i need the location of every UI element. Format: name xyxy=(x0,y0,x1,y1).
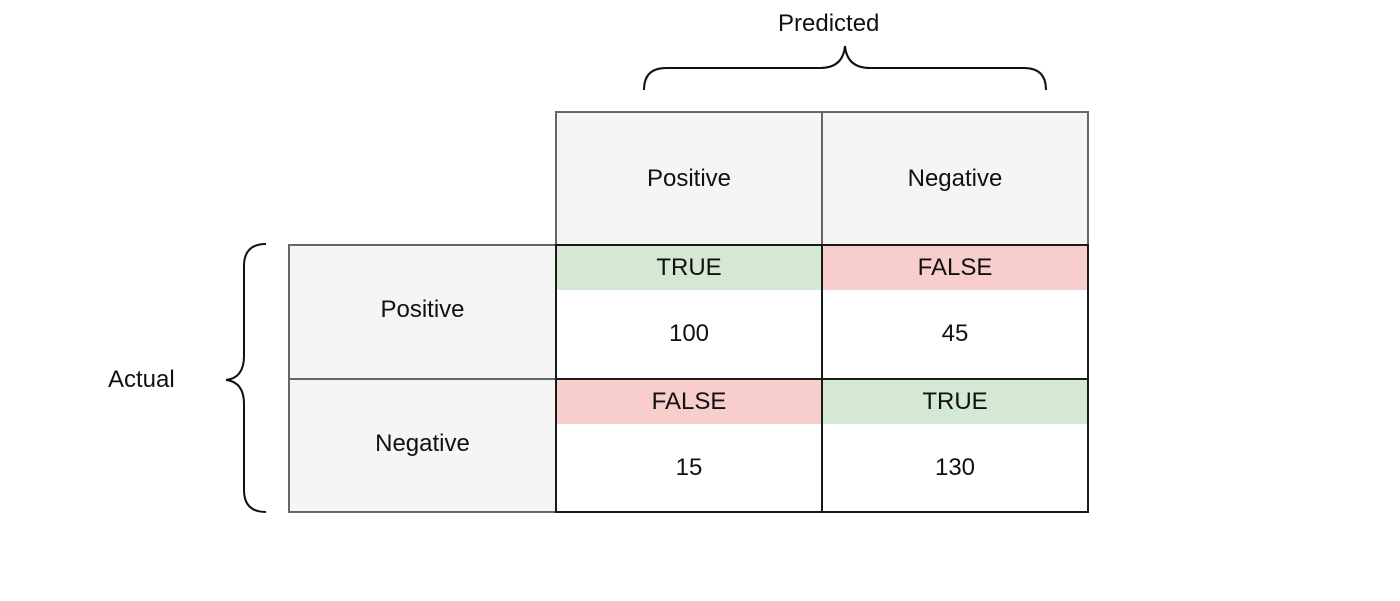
outcome-badge: TRUE xyxy=(823,380,1087,424)
column-header-negative: Negative xyxy=(821,111,1089,246)
column-header-positive: Positive xyxy=(555,111,823,246)
actual-brace xyxy=(225,243,267,513)
row-header-positive-label: Positive xyxy=(380,296,465,323)
cell-count: 15 xyxy=(675,453,703,481)
outcome-badge: FALSE xyxy=(557,380,821,424)
row-header-positive: Positive xyxy=(288,244,557,380)
cell-actual-negative-predicted-negative: TRUE 130 xyxy=(821,378,1089,513)
cell-count: 100 xyxy=(668,320,710,347)
cell-actual-positive-predicted-positive: TRUE 100 xyxy=(555,244,823,380)
predicted-brace xyxy=(643,45,1047,91)
row-header-negative-label: Negative xyxy=(375,429,470,457)
row-header-negative: Negative xyxy=(288,378,557,513)
predicted-axis-label: Predicted xyxy=(778,10,880,37)
actual-axis-label: Actual xyxy=(108,366,175,393)
cell-actual-positive-predicted-negative: FALSE 45 xyxy=(821,244,1089,380)
outcome-badge: FALSE xyxy=(823,246,1087,290)
outcome-badge: TRUE xyxy=(557,246,821,290)
cell-count: 45 xyxy=(941,320,969,347)
column-header-negative-label: Negative xyxy=(907,164,1003,192)
column-header-positive-label: Positive xyxy=(646,164,732,192)
cell-count: 130 xyxy=(934,453,976,481)
cell-actual-negative-predicted-positive: FALSE 15 xyxy=(555,378,823,513)
